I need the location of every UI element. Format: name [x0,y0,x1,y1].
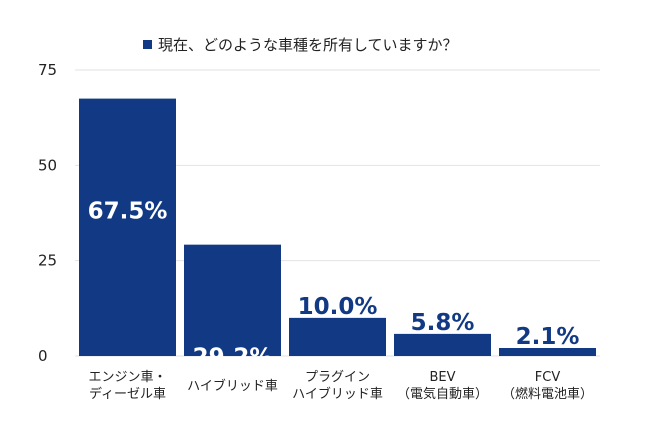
bars [79,98,596,356]
y-tick-label: 25 [38,252,57,270]
category-label: ディーゼル車 [89,386,166,402]
x-axis-categories: エンジン車・ディーゼル車ハイブリッド車プラグインハイブリッド車BEV（電気自動車… [88,370,593,402]
bar [184,244,281,356]
y-tick-label: 0 [38,347,48,365]
category-label: BEV [429,370,455,385]
category-label: ハイブリッド車 [292,386,383,402]
category-label: （電気自動車） [397,386,488,402]
data-label: 67.5% [88,199,168,225]
data-label: 29.2% [193,345,273,371]
bar [499,347,596,356]
category-label: プラグイン [305,370,370,385]
legend-marker [143,40,152,49]
category-label: ハイブリッド車 [187,378,278,394]
category-label: （燃料電池車） [502,386,593,402]
bar [79,98,176,356]
category-label: エンジン車・ [88,370,166,385]
y-tick-label: 50 [38,156,57,174]
legend-label: 現在、どのような車種を所有していますか？ [158,36,458,54]
data-label: 10.0% [298,294,378,320]
y-axis-ticks: 0 25 50 75 [38,61,57,365]
data-label: 5.8% [411,310,475,336]
bar [394,333,491,356]
y-tick-label: 75 [38,61,57,79]
category-label: FCV [535,370,561,385]
legend: 現在、どのような車種を所有していますか？ [143,36,458,54]
data-label: 2.1% [516,324,580,350]
bar [289,317,386,356]
data-labels: 67.5% 29.2% 10.0% 5.8% 2.1% [88,199,580,371]
